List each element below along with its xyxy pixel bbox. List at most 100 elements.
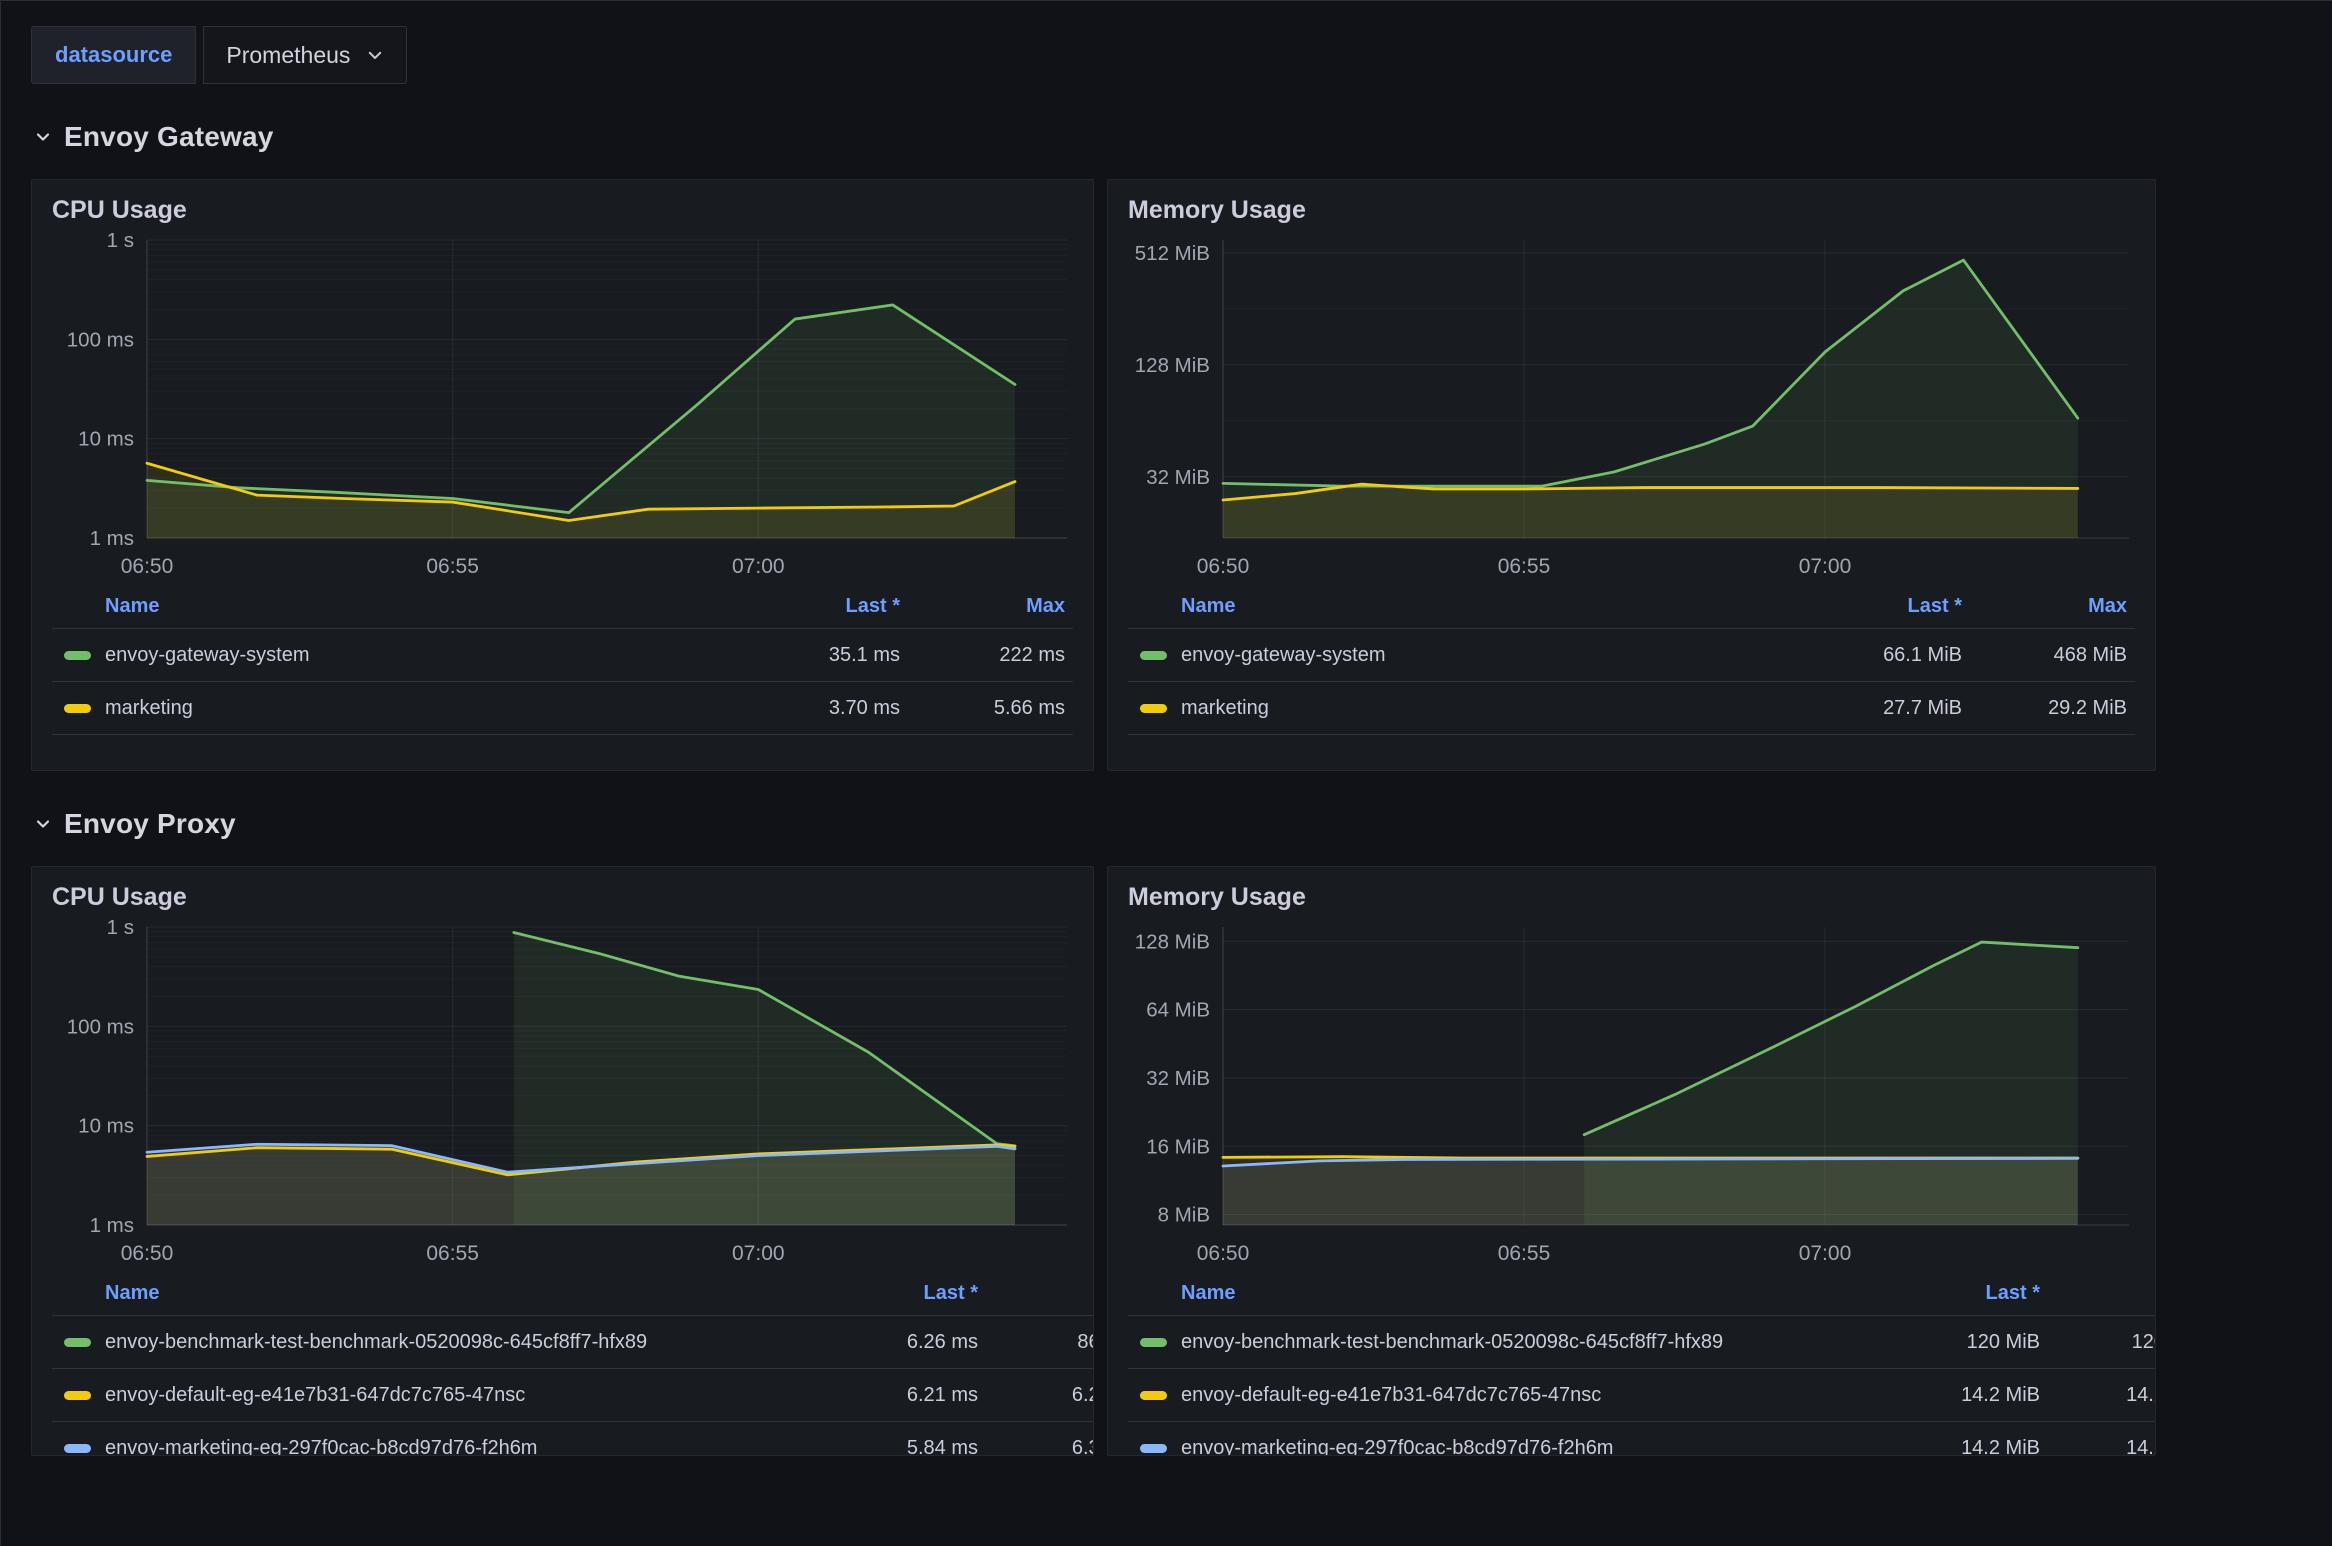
legend-header-row: NameLast *Max: [1128, 584, 2135, 629]
legend-series-name[interactable]: marketing: [64, 697, 710, 720]
legend-series-name[interactable]: envoy-gateway-system: [1140, 644, 1772, 667]
plot-area[interactable]: 512 MiB128 MiB32 MiB06:5006:5507:00: [1128, 230, 2135, 582]
legend-max-value: 120 MiB: [2040, 1331, 2156, 1354]
legend-last-value: 35.1 ms: [710, 644, 900, 667]
legend-series-name[interactable]: envoy-default-eg-e41e7b31-647dc7c765-47n…: [1140, 1384, 1850, 1407]
legend-series-name[interactable]: envoy-marketing-eg-297f0cac-b8cd97d76-f2…: [1140, 1437, 1850, 1457]
series-color-pill[interactable]: [64, 651, 91, 660]
series-color-pill[interactable]: [1140, 1338, 1167, 1347]
legend-col-last[interactable]: Last *: [710, 595, 900, 618]
timeseries-chart-proxy-memory[interactable]: 128 MiB64 MiB32 MiB16 MiB8 MiB06:5006:55…: [1128, 917, 2135, 1269]
x-tick-label: 06:50: [1197, 1242, 1250, 1265]
legend-col-last[interactable]: Last *: [788, 1282, 978, 1305]
legend-table: NameLast *Max envoy-gateway-system 35.1 ms…: [52, 584, 1073, 735]
legend-max-value: 6.27 ms: [978, 1384, 1094, 1407]
legend-row: envoy-gateway-system 35.1 ms222 ms: [52, 629, 1073, 682]
legend-last-value: 6.26 ms: [788, 1331, 978, 1354]
section-collapse-chevron-icon: [33, 814, 53, 834]
series-fills: [1223, 260, 2078, 538]
legend-col-last[interactable]: Last *: [1772, 595, 1962, 618]
timeseries-chart-gateway-memory[interactable]: 512 MiB128 MiB32 MiB06:5006:5507:00: [1128, 230, 2135, 582]
series-color-pill[interactable]: [1140, 704, 1167, 713]
legend-series-name[interactable]: marketing: [1140, 697, 1772, 720]
legend-header-row: NameLast *Max: [52, 584, 1073, 629]
legend-max-value: 860 ms: [978, 1331, 1094, 1354]
series-name-text: marketing: [105, 697, 193, 720]
series-color-pill[interactable]: [64, 704, 91, 713]
section-collapse-chevron-icon: [33, 127, 53, 147]
series-area: [1223, 1158, 2078, 1225]
series-color-pill[interactable]: [64, 1391, 91, 1400]
x-tick-label: 06:55: [426, 1242, 479, 1265]
y-tick-label: 1 s: [107, 230, 134, 252]
y-tick-label: 1 ms: [90, 1214, 134, 1237]
legend-row: envoy-marketing-eg-297f0cac-b8cd97d76-f2…: [52, 1422, 1094, 1456]
legend-series-name[interactable]: envoy-marketing-eg-297f0cac-b8cd97d76-f2…: [64, 1437, 788, 1457]
legend-series-name[interactable]: envoy-benchmark-test-benchmark-0520098c-…: [1140, 1331, 1850, 1354]
legend-col-name[interactable]: Name: [1140, 595, 1772, 618]
series-name-text: envoy-gateway-system: [105, 644, 310, 667]
timeseries-chart-gateway-cpu[interactable]: 1 s100 ms10 ms1 ms06:5006:5507:00: [52, 230, 1073, 582]
legend-col-name[interactable]: Name: [64, 595, 710, 618]
section-header-envoy-gateway[interactable]: Envoy Gateway: [33, 121, 2302, 153]
y-tick-label: 10 ms: [78, 1115, 134, 1138]
x-tick-label: 06:55: [1498, 1242, 1551, 1265]
section-header-envoy-proxy[interactable]: Envoy Proxy: [33, 808, 2302, 840]
plot-area[interactable]: 1 s100 ms10 ms1 ms06:5006:5507:00: [52, 230, 1073, 582]
panel-title[interactable]: Memory Usage: [1128, 879, 2135, 915]
legend-last-value: 14.2 MiB: [1850, 1384, 2040, 1407]
plot-area[interactable]: 1 s100 ms10 ms1 ms06:5006:5507:00: [52, 917, 1073, 1269]
series-name-text: envoy-gateway-system: [1181, 644, 1386, 667]
legend-max-value: 5.66 ms: [900, 697, 1065, 720]
legend-max-value: 29.2 MiB: [1962, 697, 2127, 720]
timeseries-chart-proxy-cpu[interactable]: 1 s100 ms10 ms1 ms06:5006:5507:00: [52, 917, 1073, 1269]
series-color-pill[interactable]: [1140, 651, 1167, 660]
legend-col-max[interactable]: Max: [2040, 1282, 2156, 1305]
legend-max-value: 14.2 MiB: [2040, 1384, 2156, 1407]
panel-title[interactable]: CPU Usage: [52, 879, 1073, 915]
legend-row: envoy-benchmark-test-benchmark-0520098c-…: [52, 1316, 1094, 1369]
y-tick-label: 100 ms: [67, 1015, 134, 1038]
legend-last-value: 66.1 MiB: [1772, 644, 1962, 667]
y-tick-label: 100 ms: [67, 328, 134, 351]
series-color-pill[interactable]: [64, 1338, 91, 1347]
series-name-text: envoy-default-eg-e41e7b31-647dc7c765-47n…: [1181, 1384, 1601, 1407]
legend-series-name[interactable]: envoy-gateway-system: [64, 644, 710, 667]
series-name-text: envoy-benchmark-test-benchmark-0520098c-…: [105, 1331, 647, 1354]
legend-col-last[interactable]: Last *: [1850, 1282, 2040, 1305]
panel-gateway-cpu-usage: CPU Usage 1 s100 ms10 ms1 ms06:5006:5507…: [31, 179, 1094, 771]
datasource-selected-value: Prometheus: [226, 42, 350, 69]
datasource-variable-select[interactable]: Prometheus: [203, 26, 407, 84]
series-color-pill[interactable]: [1140, 1391, 1167, 1400]
legend-max-value: 222 ms: [900, 644, 1065, 667]
series-color-pill[interactable]: [1140, 1444, 1167, 1453]
x-tick-label: 06:50: [1197, 555, 1250, 578]
legend-series-name[interactable]: envoy-default-eg-e41e7b31-647dc7c765-47n…: [64, 1384, 788, 1407]
section-title: Envoy Proxy: [64, 808, 236, 840]
legend-row: marketing3.70 ms5.66 ms: [52, 682, 1073, 735]
legend-col-max[interactable]: Max: [1962, 595, 2127, 618]
y-tick-label: 32 MiB: [1146, 466, 1210, 489]
legend-col-max[interactable]: Max: [978, 1282, 1094, 1305]
legend-max-value: 14.2 MiB: [2040, 1437, 2156, 1457]
x-tick-label: 06:50: [121, 555, 174, 578]
series-name-text: envoy-marketing-eg-297f0cac-b8cd97d76-f2…: [105, 1437, 537, 1457]
legend-col-name[interactable]: Name: [64, 1282, 788, 1305]
x-tick-label: 07:00: [1799, 1242, 1852, 1265]
panel-title[interactable]: Memory Usage: [1128, 192, 2135, 228]
plot-area[interactable]: 128 MiB64 MiB32 MiB16 MiB8 MiB06:5006:55…: [1128, 917, 2135, 1269]
x-tick-label: 06:55: [426, 555, 479, 578]
legend-table: NameLast *Max envoy-benchmark-test-benchm…: [52, 1271, 1094, 1456]
section-title: Envoy Gateway: [64, 121, 274, 153]
legend-table: NameLast *Max envoy-gateway-system 66.1 Mi…: [1128, 584, 2135, 735]
dashboard-variables: datasource Prometheus: [31, 26, 2302, 84]
legend-col-name[interactable]: Name: [1140, 1282, 1850, 1305]
panel-title[interactable]: CPU Usage: [52, 192, 1073, 228]
legend-last-value: 6.21 ms: [788, 1384, 978, 1407]
legend-series-name[interactable]: envoy-benchmark-test-benchmark-0520098c-…: [64, 1331, 788, 1354]
legend-col-max[interactable]: Max: [900, 595, 1065, 618]
series-color-pill[interactable]: [64, 1444, 91, 1453]
x-tick-label: 07:00: [732, 1242, 785, 1265]
y-tick-label: 128 MiB: [1135, 930, 1210, 953]
legend-header-row: NameLast *Max: [1128, 1271, 2156, 1316]
